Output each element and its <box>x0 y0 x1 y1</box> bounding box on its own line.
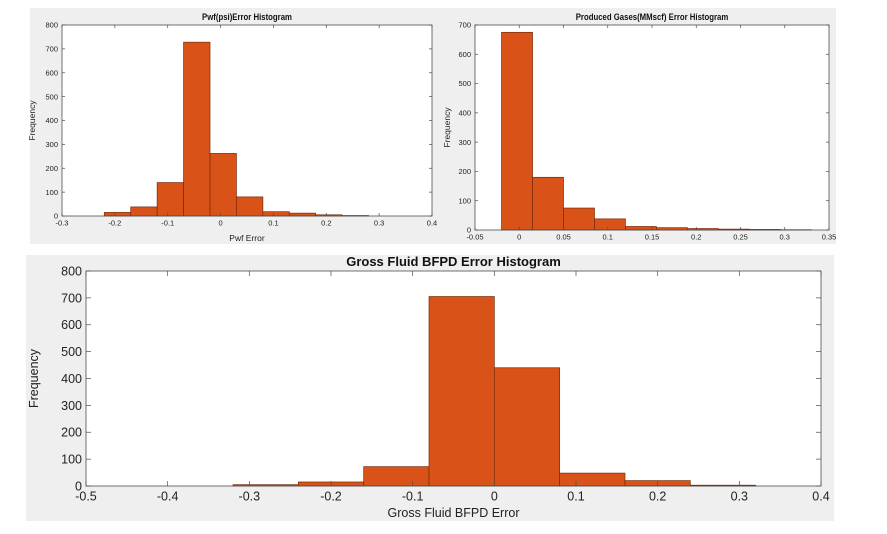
y-tick-label: 400 <box>458 108 471 117</box>
histogram-bar <box>363 466 430 487</box>
x-tick-label: -0.5 <box>75 490 97 504</box>
x-tick-label: 0.3 <box>780 233 790 242</box>
chart-title: Produced Gases(MMscf) Error Histogram <box>576 11 729 22</box>
y-tick-label: 800 <box>61 264 82 278</box>
y-tick-label: 800 <box>45 21 58 30</box>
y-tick-label: 600 <box>61 318 82 332</box>
histogram-bar <box>209 153 237 217</box>
y-tick-label: 700 <box>45 45 58 54</box>
x-axis-label: Gross Fluid BFPD Error <box>388 506 520 520</box>
x-tick-label: 0 <box>517 233 521 242</box>
x-tick-label: -0.1 <box>402 490 424 504</box>
y-tick-label: 100 <box>61 453 82 467</box>
chart-title: Pwf(psi)Error Histogram <box>202 11 292 22</box>
x-tick-label: 0.2 <box>691 233 701 242</box>
y-axis-label: Frequency <box>27 100 37 141</box>
x-tick-label: 0.2 <box>321 219 331 228</box>
y-tick-label: 500 <box>61 345 82 359</box>
x-tick-label: 0.4 <box>427 219 437 228</box>
y-tick-label: 700 <box>61 291 82 305</box>
y-tick-label: 200 <box>45 164 58 173</box>
y-tick-label: 200 <box>458 167 471 176</box>
y-tick-label: 0 <box>54 212 58 221</box>
y-tick-label: 400 <box>45 116 58 125</box>
y-tick-label: 600 <box>458 50 471 59</box>
x-tick-label: 0.4 <box>812 490 829 504</box>
x-tick-label: -0.4 <box>157 490 179 504</box>
x-tick-label: 0.2 <box>649 490 666 504</box>
y-tick-label: 300 <box>61 399 82 413</box>
y-tick-label: 200 <box>61 426 82 440</box>
y-tick-label: 500 <box>458 79 471 88</box>
y-axis-label: Frequency <box>27 348 41 408</box>
x-tick-label: -0.05 <box>466 233 483 242</box>
histogram-bar <box>532 176 564 231</box>
y-tick-label: 300 <box>458 138 471 147</box>
chart-title: Gross Fluid BFPD Error Histogram <box>346 254 561 269</box>
y-tick-label: 400 <box>61 372 82 386</box>
y-tick-label: 600 <box>45 68 58 77</box>
histogram-bar <box>428 296 495 487</box>
y-axis-label: Frequency <box>442 107 452 148</box>
y-tick-label: 0 <box>75 479 82 493</box>
x-tick-label: -0.2 <box>108 219 121 228</box>
x-tick-label: 0.1 <box>603 233 613 242</box>
x-tick-label: 0.3 <box>731 490 748 504</box>
x-tick-label: 0 <box>218 219 222 228</box>
y-tick-label: 0 <box>467 226 471 235</box>
x-tick-label: 0 <box>491 490 498 504</box>
x-tick-label: -0.2 <box>320 490 342 504</box>
y-tick-label: 700 <box>458 21 471 30</box>
histogram-bar <box>493 367 561 487</box>
x-tick-label: 0.25 <box>733 233 748 242</box>
x-tick-label: -0.3 <box>56 219 69 228</box>
x-axis-label: Pwf Error <box>229 233 265 243</box>
x-tick-label: -0.1 <box>161 219 174 228</box>
histogram-bar <box>559 472 626 487</box>
x-tick-label: 0.1 <box>268 219 278 228</box>
plot-area <box>62 25 432 216</box>
x-tick-label: 0.35 <box>822 233 837 242</box>
x-tick-label: 0.1 <box>567 490 584 504</box>
histogram-bar <box>183 41 211 217</box>
x-tick-label: 0.3 <box>374 219 384 228</box>
x-tick-label: -0.3 <box>239 490 261 504</box>
x-tick-label: 0.15 <box>645 233 660 242</box>
y-tick-label: 500 <box>45 92 58 101</box>
x-tick-label: 0.05 <box>556 233 571 242</box>
y-tick-label: 300 <box>45 140 58 149</box>
y-tick-label: 100 <box>45 188 58 197</box>
y-tick-label: 100 <box>458 196 471 205</box>
